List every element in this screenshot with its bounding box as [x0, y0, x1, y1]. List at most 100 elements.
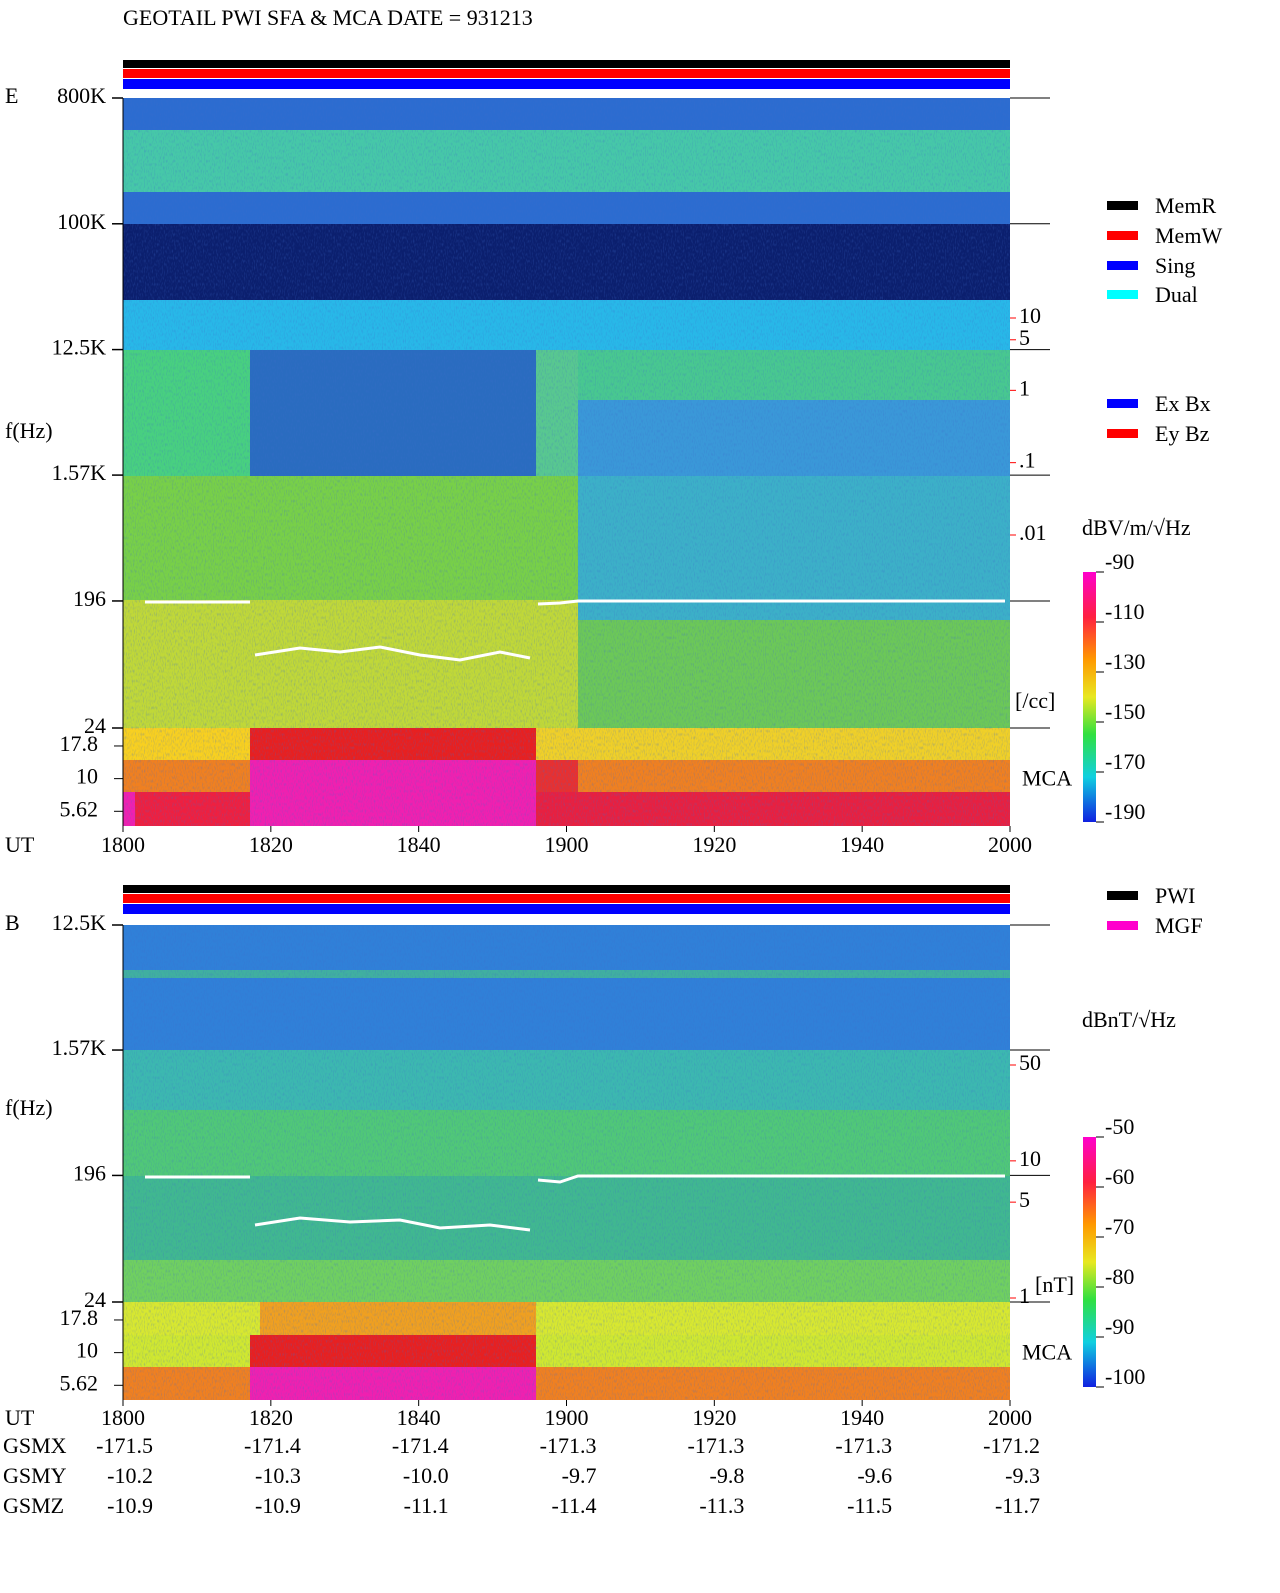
orbit-value: -9.8 — [710, 1463, 745, 1488]
density-trace — [537, 1174, 1005, 1184]
x-tick-label: 2000 — [988, 832, 1032, 857]
colorbar-tick-label: -80 — [1105, 1264, 1134, 1289]
chart-title: GEOTAIL PWI SFA & MCA DATE = 931213 — [123, 5, 533, 30]
y-axis-label: f(Hz) — [5, 1095, 53, 1120]
orbit-value: -10.3 — [255, 1463, 301, 1488]
colorbar-tick-label: -50 — [1105, 1114, 1134, 1139]
legend-label: PWI — [1155, 883, 1195, 908]
y-tick-label: 196 — [73, 586, 106, 611]
mca-tick-label: 5.62 — [60, 1370, 99, 1395]
orbit-value: -171.3 — [835, 1433, 892, 1458]
x-tick-label: 1900 — [545, 832, 589, 857]
legend-label: Dual — [1155, 282, 1198, 307]
x-tick-label: 2000 — [988, 1405, 1032, 1430]
x-tick-label: 1840 — [397, 1405, 441, 1430]
legend-swatch — [1107, 290, 1138, 299]
x-axis-label: UT — [5, 832, 35, 857]
density-tick-label: .1 — [1019, 448, 1036, 473]
density-tick-label: 50 — [1019, 1050, 1041, 1075]
legend-label: Ex Bx — [1155, 391, 1211, 416]
colorbar-label: dBV/m/√Hz — [1082, 515, 1191, 540]
density-unit: [/cc] — [1015, 688, 1055, 713]
orbit-value: -171.5 — [96, 1433, 153, 1458]
orbit-value: -9.3 — [1005, 1463, 1040, 1488]
legend-label: MemR — [1155, 193, 1216, 218]
density-tick-label: 10 — [1019, 303, 1041, 328]
legend-label: Sing — [1155, 253, 1195, 278]
legend-swatch — [1107, 201, 1138, 210]
colorbar-tick-label: -100 — [1105, 1364, 1145, 1389]
y-tick-label: 196 — [73, 1160, 106, 1185]
orbit-value: -171.3 — [540, 1433, 597, 1458]
density-trace — [537, 599, 1005, 606]
orbit-value: -11.4 — [551, 1493, 596, 1518]
status-strip — [123, 894, 1010, 903]
x-axis-label: UT — [5, 1405, 35, 1430]
status-strip — [123, 69, 1010, 78]
x-tick-label: 1940 — [840, 832, 884, 857]
colorbar-tick-label: -70 — [1105, 1214, 1134, 1239]
y-tick-label: 800K — [57, 83, 106, 108]
density-unit: [nT] — [1035, 1272, 1074, 1297]
orbit-value: -10.9 — [255, 1493, 301, 1518]
legend-label: MGF — [1155, 913, 1203, 938]
orbit-value: -9.6 — [857, 1463, 892, 1488]
legend-label: MemW — [1155, 223, 1222, 248]
mca-label: MCA — [1022, 765, 1072, 790]
orbit-value: -171.2 — [983, 1433, 1040, 1458]
orbit-value: -171.4 — [392, 1433, 449, 1458]
legend-swatch — [1107, 261, 1138, 270]
colorbar-label: dBnT/√Hz — [1082, 1007, 1176, 1032]
orbit-row-name: GSMZ — [3, 1493, 64, 1518]
colorbar-tick-label: -90 — [1105, 1314, 1134, 1339]
orbit-value: -10.2 — [107, 1463, 153, 1488]
legend-swatch — [1107, 891, 1138, 900]
density-tick-label: 5 — [1019, 1187, 1030, 1212]
orbit-value: -11.3 — [699, 1493, 744, 1518]
orbit-row-name: GSMY — [3, 1463, 67, 1488]
status-strip — [123, 904, 1010, 914]
colorbar-tick-label: -170 — [1105, 749, 1145, 774]
x-tick-label: 1840 — [397, 832, 441, 857]
y-axis-label: f(Hz) — [5, 418, 53, 443]
orbit-value: -171.4 — [244, 1433, 301, 1458]
y-tick-label: 12.5K — [52, 910, 107, 935]
mca-tick-label: 17.8 — [60, 731, 99, 756]
y-tick-label: 24 — [84, 1287, 106, 1312]
status-strip — [123, 79, 1010, 89]
colorbar-tick-label: -190 — [1105, 799, 1145, 824]
orbit-row-name: GSMX — [3, 1433, 67, 1458]
mca-label: MCA — [1022, 1339, 1072, 1364]
density-tick-label: 10 — [1019, 1146, 1041, 1171]
colorbar-tick-label: -60 — [1105, 1164, 1134, 1189]
orbit-value: -9.7 — [562, 1463, 597, 1488]
x-tick-label: 1800 — [101, 1405, 145, 1430]
density-trace — [254, 645, 531, 662]
colorbar-tick-label: -150 — [1105, 699, 1145, 724]
legend-swatch — [1107, 921, 1138, 930]
density-tick-label: 5 — [1019, 325, 1030, 350]
y-tick-label: 100K — [57, 209, 106, 234]
orbit-value: -171.3 — [688, 1433, 745, 1458]
colorbar — [1083, 1137, 1096, 1387]
x-tick-label: 1920 — [692, 1405, 736, 1430]
mca-tick-label: 5.62 — [60, 796, 99, 821]
legend-swatch — [1107, 231, 1138, 240]
density-tick-label: .01 — [1019, 520, 1047, 545]
panel-label: B — [5, 910, 20, 935]
colorbar-tick-label: -90 — [1105, 549, 1134, 574]
mca-tick-label: 10 — [76, 764, 98, 789]
legend-swatch — [1107, 399, 1138, 408]
status-strip — [123, 60, 1010, 68]
x-tick-label: 1800 — [101, 832, 145, 857]
x-tick-label: 1940 — [840, 1405, 884, 1430]
status-strip — [123, 885, 1010, 893]
spectrogram-texture — [123, 98, 1010, 826]
x-tick-label: 1920 — [692, 832, 736, 857]
density-trace — [254, 1216, 531, 1232]
y-tick-label: 1.57K — [52, 1035, 107, 1060]
orbit-value: -11.7 — [995, 1493, 1040, 1518]
density-tick-label: 1 — [1019, 1283, 1030, 1308]
x-tick-label: 1820 — [249, 1405, 293, 1430]
